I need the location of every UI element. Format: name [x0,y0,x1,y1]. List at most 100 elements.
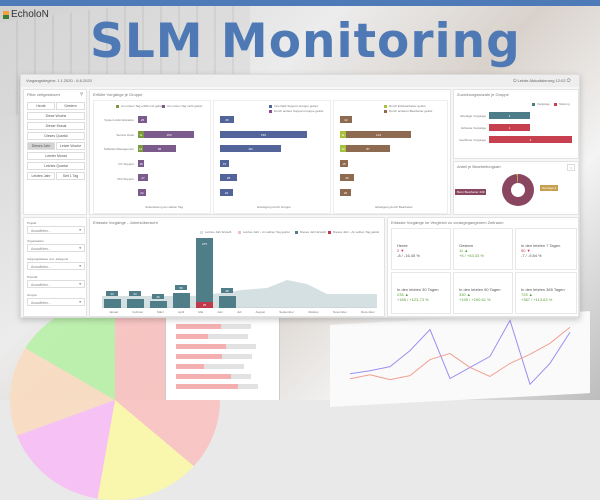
bar: 27 [138,174,148,181]
filter-last-year-button[interactable]: Letztes Jahr [27,172,55,180]
axis-label: Erledigte Vorgänge [460,114,486,118]
top-accent-bar [0,0,600,6]
legend-item: Letztes Jahr Erstellt [200,230,231,234]
filter-this-year-button[interactable]: Dieses Jahr [27,142,55,150]
legend-item: Dieses Jahr Erstellt [295,230,326,234]
bar: 1 [489,112,530,119]
bar-jan [104,299,121,308]
filter-since-dropdown[interactable]: Seit 1 Tag [56,172,85,180]
yearly-chart-area [102,280,377,308]
legend-item: Durch anderen Bearbeiter gelöst [384,109,432,113]
legend-item: Am ersten Tag erfüllt und gelöst [116,104,163,108]
bar: 15 [220,160,229,167]
donut-chart [502,174,534,206]
filter-this-week-button[interactable]: Diese Woche [27,112,85,120]
donut-label-agent: Beim Bearbeiter 449 [455,189,487,195]
field-label: Projekt [27,221,37,225]
bar: 11 [138,131,144,138]
axis-label: Erfasste Vorgänge [461,126,486,130]
dashboard-header: Vorgangsbeginn: 1.1.2020 - 6.6.2020 ⏻ Le… [21,75,579,87]
bar: 25 [340,174,354,181]
project-select[interactable]: Auswählen... [27,226,85,234]
legend-item: Vorgänge [532,102,550,106]
bar: 22 [138,189,146,196]
chart-first-day-resolution: Am ersten Tag erfüllt und gelöst Am erst… [93,100,211,214]
chart-agent-resolution: Durch Erstbearbeiter gelöst Durch andere… [333,100,448,214]
group-select[interactable]: Auswählen... [27,298,85,306]
dashboard-window: Vorgangsbeginn: 1.1.2020 - 6.6.2020 ⏻ Le… [20,74,580,318]
yearly-overview-panel: Erfasste Vorgänge - Jahresübersicht Letz… [89,217,385,317]
kpi-card-90-days: In den letzten 90 Tagen 330 ▲ +195 / +200.… [453,272,513,314]
legend-item: Durch Erstbearbeiter gelöst [384,104,426,108]
axis-label: System Administration [104,118,134,122]
axis-label: Geöffnete Vorgänge [459,138,486,142]
x-axis-title: Seitenlösung am selben Tag [145,205,183,209]
kpi-panel: Erfasste Vorgänge im Vergleich zu vorang… [387,217,579,317]
period-label: Vorgangsbeginn: 1.1.2020 - 6.6.2020 [26,78,92,83]
class-category-select[interactable]: Auswählen... [27,262,85,270]
bar: 10 [340,145,346,152]
field-filter-panel: Projekt Auswählen... Organisation Auswäh… [23,217,87,317]
logo-text: EcholoN [11,9,49,20]
filter-this-quarter-button[interactable]: Dieses Quartal [27,132,85,140]
filter-yesterday-button[interactable]: Gestern [56,102,85,110]
kpi-card-today: Heute 2 ▼ -8 / -16.45 % [391,228,451,270]
bar: 96 [143,145,176,152]
bar: 156 [220,131,307,138]
x-axis-title: Erledigung durch Bearbeiter [375,205,413,209]
bar-value: 59 [175,285,187,290]
bar-may-same-day: 25 [196,302,213,308]
filter-this-month-button[interactable]: Dieser Monat [27,122,85,130]
bar-apr [173,293,190,308]
filter-last-week-button[interactable]: Letzte Woche [56,142,85,150]
bar-value: 26 [152,294,164,299]
filter-panel: Filter zeitgesteuert ⚲ Heute Gestern Die… [23,89,87,215]
bar: 18 [138,160,144,167]
kpi-card-365-days: In den letzten 365 Tagen 725 ▲ +387 / +113… [515,272,577,314]
organisation-select[interactable]: Auswählen... [27,244,85,252]
processing-type-title: Anteil je Bearbeitungsart [457,164,501,169]
groups-panel: Erfüllte Vorgänge je Gruppe Am ersten Ta… [89,89,451,215]
legend-item: Innerhalb Support-Gruppe gelöst [269,104,318,108]
field-label: Gruppe [27,293,38,297]
logo-icon [3,10,9,19]
field-label: Organisation [27,239,45,243]
x-axis-months: Januar Februar März April Mai Juni Juli August S… [109,310,375,314]
legend-item: Letztes Jahr - An selben Tag gelöst [238,230,290,234]
axis-label: Service Desk [116,133,134,137]
yearly-overview-title: Erfasste Vorgänge - Jahresübersicht [93,220,158,225]
refresh-label: Letzte Aktualisierung 12:02 [517,78,566,83]
bar: 15 [340,160,348,167]
kpi-title: Erfasste Vorgänge im Vergleich zu vorang… [391,220,504,225]
legend-item: Dieses Jahr - An selben Tag gelöst [328,230,379,234]
bar-value: 33 [129,291,141,296]
axis-label: DOI Support [117,177,134,181]
bar: 1 [489,124,530,131]
bar: 144 [346,131,411,138]
bar: 11 [340,131,346,138]
axis-label: PC Support [118,162,134,166]
field-label: Priorität [27,275,38,279]
groups-panel-title: Erfüllte Vorgänge je Gruppe [93,92,143,97]
chart-group-resolution: Innerhalb Support-Gruppe gelöst Durch an… [213,100,331,214]
bar: 111 [220,145,281,152]
bar-jun [219,296,236,308]
bar: 22 [220,189,233,196]
assignment-panel: Zuordnungsanzahl je Gruppe Vorgänge Stör… [453,89,579,159]
expand-button[interactable]: ⇔ [567,164,575,171]
filter-today-button[interactable]: Heute [27,102,55,110]
x-axis-title: Erledigung durch Gruppe [257,205,291,209]
axis-label: Software Management [103,147,134,151]
filter-last-quarter-button[interactable]: Letztes Quartal [27,162,85,170]
legend-item: Am ersten Tag nicht gelöst [162,104,202,108]
filter-clear-icon[interactable]: ⚲ [80,91,83,96]
bar: 26 [220,116,234,123]
filter-last-month-button[interactable]: Letzter Monat [27,152,85,160]
priority-select[interactable]: Auswählen... [27,280,85,288]
refresh-button[interactable]: ⏻ Letzte Aktualisierung 12:02 ⟳ [513,78,571,83]
bar: 87 [346,145,390,152]
bar: 26 [138,116,147,123]
legend-item: Störung [554,102,570,106]
kpi-card-7-days: In den letzten 7 Tagen 50 ▼ -7 / -9.84 % [515,228,577,270]
assignment-panel-title: Zuordnungsanzahl je Gruppe [457,92,509,97]
